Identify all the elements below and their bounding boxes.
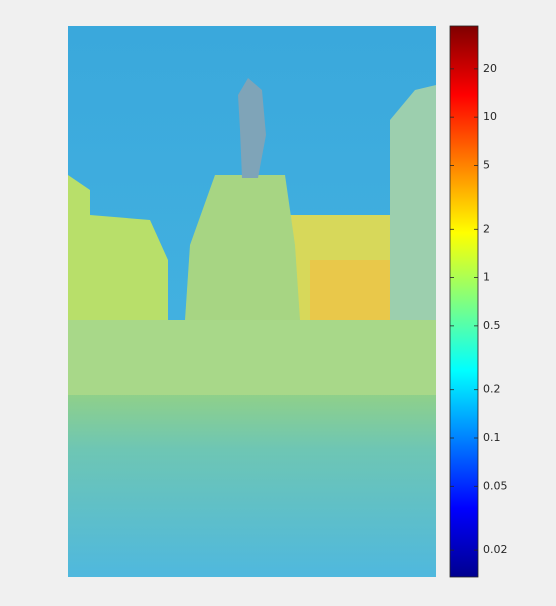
page: 0.020.050.10.20.51251020 (() => { const … <box>0 0 556 606</box>
colorbar <box>450 26 478 577</box>
image <box>68 26 436 577</box>
image-basin <box>68 320 436 400</box>
image-building-lit <box>310 260 390 320</box>
colorbar-tick-label: 2 <box>483 222 490 235</box>
colorbar-tick-label: 0.5 <box>483 319 501 332</box>
colorbar-tick-label: 0.1 <box>483 431 501 444</box>
colorbar-tick-label: 20 <box>483 62 497 75</box>
colorbar-tick-label: 0.05 <box>483 479 508 492</box>
image-plaza <box>68 395 436 577</box>
colorbar-tick-label: 0.02 <box>483 543 508 556</box>
colorbar-tick-label: 1 <box>483 271 490 284</box>
colorbar-tick-label: 5 <box>483 158 490 171</box>
colorbar-tick-label: 0.2 <box>483 383 501 396</box>
colorbar-tick-label: 10 <box>483 110 497 123</box>
figure: 0.02 0.05 0.1 0.2 0.5 1 2 5 10 20 <box>0 0 556 606</box>
image-building-far-right <box>390 85 436 330</box>
